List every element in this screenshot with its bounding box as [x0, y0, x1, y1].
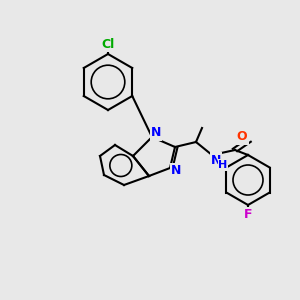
Text: Cl: Cl	[101, 38, 115, 50]
Text: N: N	[171, 164, 181, 178]
Text: F: F	[244, 208, 252, 221]
Text: N: N	[151, 127, 161, 140]
Text: N: N	[211, 154, 221, 166]
Text: O: O	[237, 130, 247, 143]
Text: H: H	[218, 160, 228, 170]
